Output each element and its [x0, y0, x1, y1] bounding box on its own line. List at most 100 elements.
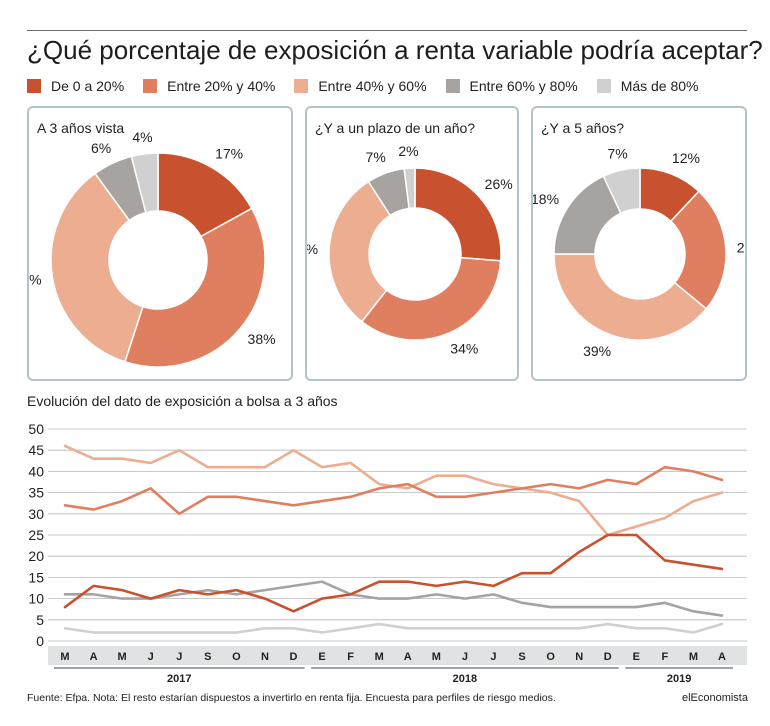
x-tick-label: J — [176, 651, 182, 663]
series-line — [63, 533, 724, 613]
x-tick-label: A — [90, 651, 98, 663]
slice-label: 12% — [672, 150, 700, 166]
year-label: 2017 — [167, 673, 191, 685]
x-tick-label: M — [689, 651, 698, 663]
slice-label: 17% — [215, 145, 243, 161]
slice-label: 2% — [398, 143, 418, 159]
slice-label: 7% — [607, 145, 627, 161]
panel-title: ¿Y a 5 años? — [541, 120, 625, 136]
x-tick-label: D — [290, 651, 298, 663]
donut-slice — [328, 180, 392, 323]
y-tick-label: 40 — [28, 463, 44, 479]
top-rule — [27, 30, 747, 31]
donut-chart-5-years: 12% 24% 39% 18% 7% — [533, 145, 745, 359]
donut-chart-3-years: 17% 38% 35% 6% 4% — [29, 129, 276, 368]
slice-label: 18% — [533, 191, 559, 207]
series-line — [63, 444, 724, 537]
line-chart-title: Evolución del dato de exposición a bolsa… — [27, 393, 338, 409]
x-tick-label: E — [318, 651, 325, 663]
y-tick-label: 5 — [36, 612, 44, 628]
x-tick-label: N — [261, 651, 269, 663]
y-tick-label: 15 — [28, 569, 44, 585]
slice-label: 24% — [737, 240, 745, 256]
x-tick-label: J — [490, 651, 496, 663]
x-tick-label: M — [60, 651, 69, 663]
slice-label: 4% — [132, 129, 152, 145]
donut-slice — [360, 256, 502, 341]
slice-label: 7% — [366, 149, 386, 165]
legend-swatch — [143, 79, 158, 93]
slice-label: 38% — [248, 331, 276, 347]
donut-slice — [123, 207, 266, 368]
x-tick-label: S — [204, 651, 211, 663]
page-title: ¿Qué porcentaje de exposición a renta va… — [27, 35, 763, 65]
slice-label: 39% — [583, 343, 611, 359]
y-tick-label: 30 — [28, 506, 44, 522]
slice-label: 34% — [450, 340, 478, 356]
legend-label: Entre 60% y 80% — [469, 78, 578, 94]
x-tick-label: J — [462, 651, 468, 663]
donut-slice — [157, 152, 253, 238]
legend-label: Más de 80% — [620, 78, 699, 94]
x-tick-label: N — [575, 651, 583, 663]
series-line — [63, 622, 724, 634]
legend-label: De 0 a 20% — [51, 78, 125, 94]
legend-item-80-plus: Más de 80% — [596, 78, 699, 94]
donut-panel-5-years: ¿Y a 5 años? 12% 24% 39% 18% 7% — [531, 106, 747, 381]
donut-panel-1-year: ¿Y a un plazo de un año? 26% 34% 30% 7% 2% — [305, 106, 519, 381]
panel-title: A 3 años vista — [37, 120, 125, 136]
x-tick-label: F — [662, 651, 669, 663]
x-tick-label: M — [118, 651, 127, 663]
x-tick-label: F — [347, 651, 354, 663]
x-tick-label: E — [633, 651, 640, 663]
donut-slice — [602, 167, 641, 215]
legend-item-40-60: Entre 40% y 60% — [294, 78, 427, 94]
donut-panel-3-years: A 3 años vista 17% 38% 35% 6% 4% — [27, 106, 293, 381]
donut-chart-1-year: 26% 34% 30% 7% 2% — [307, 143, 513, 356]
x-tick-label: J — [148, 651, 154, 663]
legend-swatch — [445, 79, 460, 93]
year-label: 2019 — [667, 673, 691, 685]
legend-swatch — [596, 79, 611, 93]
legend-item-0-20: De 0 a 20% — [27, 78, 124, 94]
slice-label: 6% — [91, 140, 111, 156]
footer-source: Fuente: Efpa. Nota: El resto estarían di… — [27, 692, 556, 704]
x-tick-label: A — [404, 651, 412, 663]
legend-item-60-80: Entre 60% y 80% — [445, 78, 578, 94]
x-tick-label: O — [546, 651, 555, 663]
x-tick-label: M — [375, 651, 384, 663]
series-line — [63, 580, 724, 617]
donut-slice — [50, 172, 144, 363]
legend: De 0 a 20% Entre 20% y 40% Entre 40% y 6… — [27, 78, 718, 94]
legend-item-20-40: Entre 20% y 40% — [143, 78, 275, 94]
donut-slice — [403, 167, 416, 210]
panel-title: ¿Y a un plazo de un año? — [315, 120, 476, 136]
year-label: 2018 — [453, 673, 477, 685]
slice-label: 30% — [307, 241, 318, 257]
y-tick-label: 25 — [28, 527, 44, 543]
footer-brand: elEconomista — [681, 692, 748, 704]
y-tick-label: 10 — [28, 591, 44, 607]
y-tick-label: 20 — [28, 548, 44, 564]
x-axis-band — [48, 646, 747, 665]
x-tick-label: O — [232, 651, 241, 663]
x-tick-label: S — [518, 651, 525, 663]
y-tick-label: 50 — [28, 421, 44, 437]
donut-slice — [553, 253, 708, 341]
donut-slice — [130, 152, 159, 214]
line-chart: 0 5 10 15 20 25 30 35 40 45 50 M A M J J S O N D E F M A M J J S O N D… — [28, 421, 747, 685]
y-tick-label: 35 — [28, 485, 44, 501]
x-tick-label: D — [604, 651, 612, 663]
slice-label: 26% — [485, 176, 513, 192]
y-tick-label: 0 — [36, 633, 44, 649]
legend-label: Entre 20% y 40% — [167, 78, 276, 94]
x-tick-label: M — [432, 651, 441, 663]
x-tick-label: A — [718, 651, 726, 663]
series-line — [63, 465, 724, 516]
legend-swatch — [294, 79, 309, 93]
y-tick-label: 45 — [28, 442, 44, 458]
legend-swatch — [27, 79, 41, 93]
slice-label: 35% — [29, 271, 42, 287]
legend-label: Entre 40% y 60% — [318, 78, 427, 94]
donut-slice — [414, 167, 502, 262]
